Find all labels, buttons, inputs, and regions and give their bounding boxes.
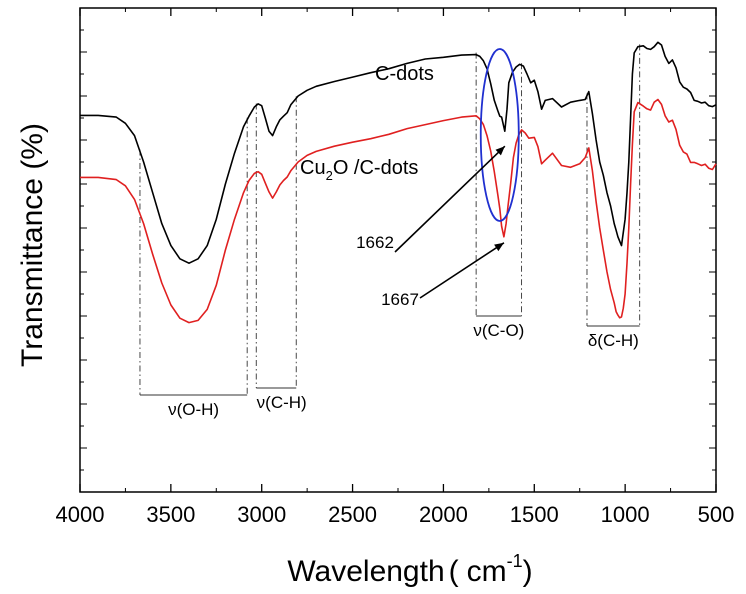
x-tick-label: 1500 [510,502,559,527]
band-label: ν(C-H) [257,393,307,412]
x-axis-title-unit: cm [467,555,507,588]
series-label-cu2o-main: Cu [300,157,326,179]
series-label-cu2o-sub: 2 [326,168,333,183]
x-tick-label: 1000 [601,502,650,527]
x-tick-label: 3500 [146,502,195,527]
band-label: ν(O-H) [168,400,219,419]
x-tick-label: 500 [698,502,735,527]
series-label-c-dots: C-dots [375,63,434,85]
series-line-cu2o-c-dots [80,98,717,324]
peak-1667-arrowhead [494,242,504,252]
highlight-ellipse [479,48,520,222]
band-label: ν(C-O) [473,321,524,340]
x-tick-label: 2000 [419,502,468,527]
series-line-c-dots [80,41,717,264]
x-axis-title-open: ( [449,555,459,588]
peak-1662-label: 1662 [356,233,394,252]
series-label-cu2o-rest: O /C-dots [333,157,419,179]
x-axis-title-main: Wavelength [287,555,444,588]
x-tick-label: 2500 [328,502,377,527]
x-tick-label: 4000 [56,502,105,527]
y-axis-title: Transmittance (%) [16,123,49,367]
x-axis-title: Wavelength(cm-1) [287,551,532,588]
peak-1662-arrow [394,145,506,253]
x-axis-title-exp: -1 [507,551,523,571]
x-tick-label: 3000 [237,502,286,527]
band-label: δ(C-H) [588,331,639,350]
series-label-cu2o-c-dots: Cu2O /C-dots [300,157,418,183]
peak-1667-label: 1667 [381,290,419,309]
peak-1667-arrow [419,242,505,299]
peak-1662-arrowhead [495,146,505,156]
x-axis-title-close: ) [523,555,533,588]
